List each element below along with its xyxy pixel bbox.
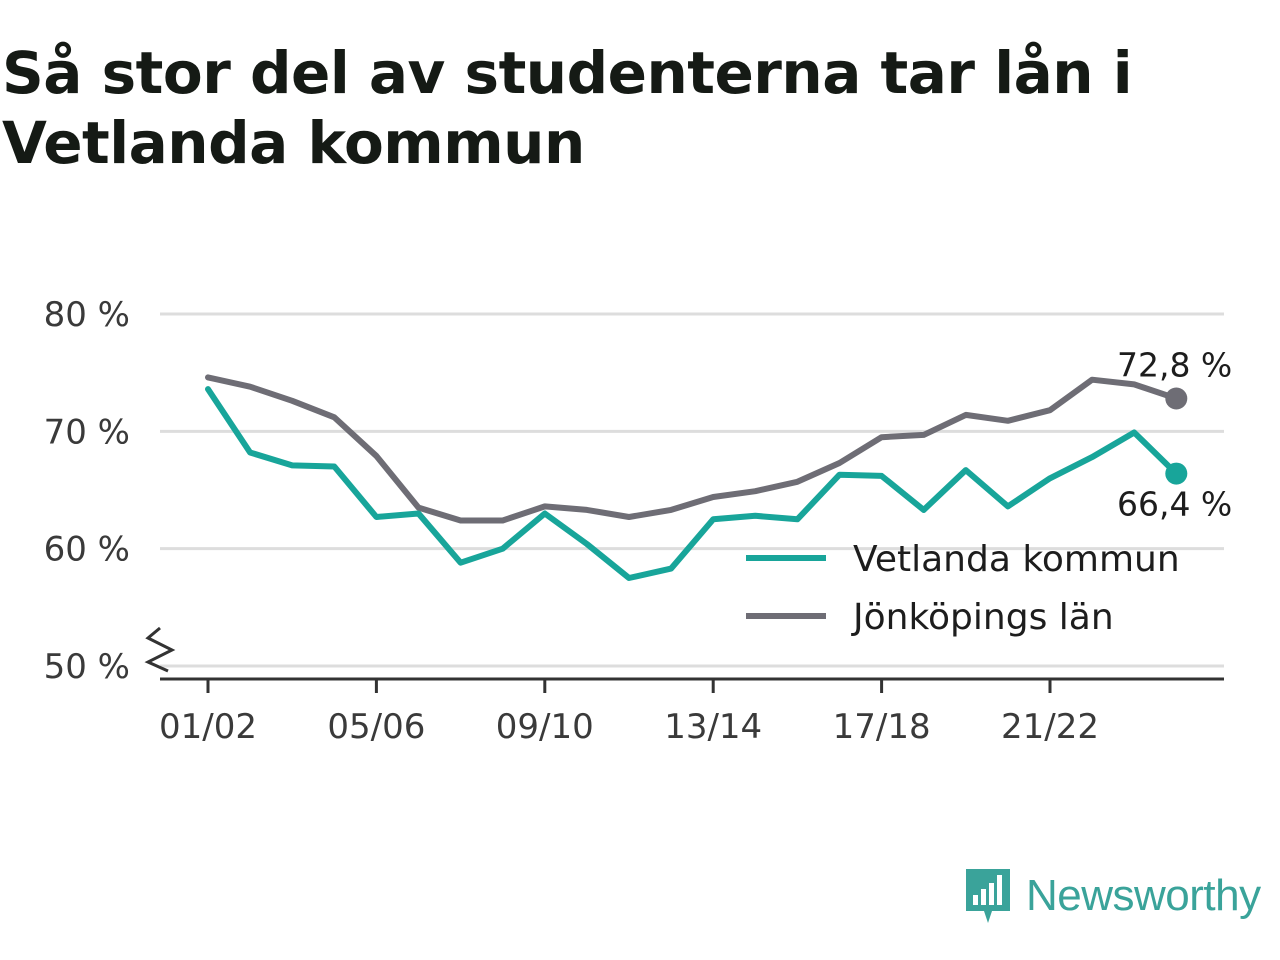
gridlines bbox=[160, 312, 1224, 668]
series-line-jönköpings-län bbox=[205, 374, 1180, 524]
end-point-marker bbox=[1165, 387, 1188, 410]
y-tick-label: 50 % bbox=[44, 647, 130, 687]
end-value-label: 66,4 % bbox=[1117, 485, 1232, 524]
x-tick-label: 13/14 bbox=[664, 707, 762, 747]
legend-label: Jönköpings län bbox=[851, 597, 1114, 638]
end-value-label: 72,8 % bbox=[1117, 345, 1232, 384]
y-tick-label: 70 % bbox=[44, 412, 130, 452]
newsworthy-logo: Newsworthy bbox=[962, 864, 1261, 928]
x-tick-label: 01/02 bbox=[159, 707, 257, 747]
legend-label: Vetlanda kommun bbox=[853, 539, 1180, 580]
x-tick-label: 17/18 bbox=[833, 707, 931, 747]
x-tick-label: 09/10 bbox=[496, 707, 594, 747]
x-tick-label: 05/06 bbox=[327, 707, 425, 747]
brand-name: Newsworthy bbox=[1026, 871, 1261, 920]
x-tick-label: 21/22 bbox=[1001, 707, 1099, 747]
series-lines: 72,8 % 66,4 % bbox=[205, 345, 1232, 581]
x-axis-ticks: 01/02 05/06 09/10 13/14 17/18 21/22 bbox=[159, 679, 1099, 747]
y-tick-label: 60 % bbox=[44, 530, 130, 570]
end-point-marker bbox=[1165, 462, 1188, 485]
legend: Vetlanda kommun Jönköpings län bbox=[746, 539, 1180, 638]
series-line-vetlanda-kommun bbox=[205, 386, 1180, 581]
chart-title: Så stor del av studenterna tar lån i Vet… bbox=[2, 39, 1133, 177]
y-axis-ticks: 50 % 60 % 70 % 80 % bbox=[44, 295, 176, 687]
axis-break-icon bbox=[144, 626, 176, 673]
y-tick-label: 80 % bbox=[44, 295, 130, 335]
bar-chart-speech-bubble-icon bbox=[966, 869, 1010, 923]
